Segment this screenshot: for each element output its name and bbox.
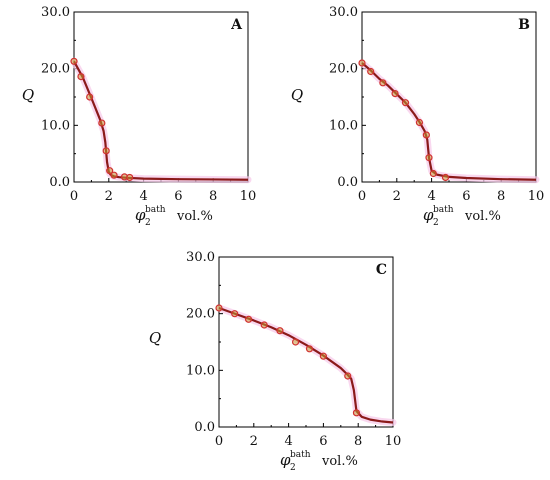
data-point: [98, 119, 106, 127]
data-point: [215, 304, 223, 312]
y-tick-label: 10.0: [186, 363, 215, 378]
data-point: [379, 79, 387, 87]
data-point: [106, 167, 114, 175]
x-axis-label-superscript: bath: [433, 205, 454, 215]
x-axis-label-subscript: 2: [290, 463, 296, 473]
x-tick-label: 8: [209, 189, 217, 204]
x-tick-label: 4: [139, 189, 147, 204]
series-uncertainty-band: [215, 304, 397, 426]
data-point: [441, 173, 450, 182]
y-tick-label: 20.0: [329, 62, 358, 77]
y-tick-label: 0.0: [337, 175, 358, 190]
y-axis-label: Q: [291, 86, 303, 104]
x-tick-label: 6: [174, 189, 182, 204]
x-tick-label: 0: [215, 434, 223, 449]
x-axis-label: φ: [280, 451, 291, 469]
x-tick-label: 6: [319, 434, 327, 449]
x-tick-label: 2: [393, 189, 401, 204]
x-tick-label: 2: [105, 189, 113, 204]
data-point: [86, 93, 94, 101]
x-axis-label: φ: [423, 206, 434, 224]
y-tick-label: 30.0: [186, 250, 215, 265]
x-axis-label: φ: [135, 206, 146, 224]
data-point: [352, 409, 361, 417]
x-tick-label: 2: [250, 434, 258, 449]
data-point: [319, 352, 327, 360]
plot-frame: [73, 11, 249, 183]
x-tick-label: 8: [497, 189, 505, 204]
series-uncertainty-band: [358, 59, 540, 184]
panel-letter: A: [230, 17, 243, 33]
data-point: [244, 315, 253, 323]
series-line: [361, 62, 537, 181]
data-point: [344, 372, 352, 380]
data-point: [276, 327, 284, 335]
x-axis-unit: vol.%: [321, 454, 358, 469]
y-tick-label: 0.0: [49, 175, 70, 190]
data-point: [367, 67, 375, 76]
x-axis-label-superscript: bath: [145, 205, 166, 215]
x-axis-label-subscript: 2: [145, 218, 151, 228]
y-tick-label: 0.0: [194, 420, 215, 435]
y-tick-label: 20.0: [186, 307, 215, 322]
x-axis-label-subscript: 2: [433, 218, 439, 228]
data-point: [429, 169, 437, 178]
y-tick-label: 10.0: [329, 118, 358, 133]
y-tick-label: 30.0: [41, 5, 70, 20]
data-point: [102, 147, 110, 155]
panel-letter: B: [518, 17, 530, 33]
y-tick-label: 20.0: [41, 62, 70, 77]
data-point: [415, 118, 424, 127]
x-tick-label: 0: [358, 189, 366, 204]
data-point: [391, 89, 399, 98]
data-point: [231, 310, 239, 318]
data-point: [291, 338, 300, 346]
x-tick-label: 10: [240, 189, 257, 204]
data-point: [422, 131, 430, 139]
data-point: [305, 345, 314, 353]
x-tick-label: 4: [284, 434, 292, 449]
y-axis-label: Q: [149, 329, 161, 347]
plot-frame: [361, 11, 537, 183]
x-tick-label: 0: [70, 189, 78, 204]
x-axis-unit: vol.%: [464, 209, 501, 224]
x-tick-label: 8: [354, 434, 362, 449]
series-line: [218, 306, 394, 424]
y-tick-label: 10.0: [41, 118, 70, 133]
x-tick-label: 6: [462, 189, 470, 204]
data-point: [401, 99, 410, 107]
data-point: [70, 57, 78, 65]
x-tick-label: 10: [528, 189, 545, 204]
data-point: [110, 171, 118, 179]
y-tick-label: 30.0: [329, 5, 358, 20]
data-point: [126, 173, 134, 182]
panel-letter: C: [376, 262, 387, 278]
x-tick-label: 4: [427, 189, 435, 204]
x-axis-unit: vol.%: [176, 209, 213, 224]
y-axis-label: Q: [22, 86, 34, 104]
x-axis-label-superscript: bath: [290, 450, 311, 460]
data-point: [77, 72, 85, 81]
x-tick-label: 10: [385, 434, 402, 449]
data-point: [358, 59, 366, 67]
data-point: [425, 154, 433, 162]
data-point: [260, 321, 268, 329]
